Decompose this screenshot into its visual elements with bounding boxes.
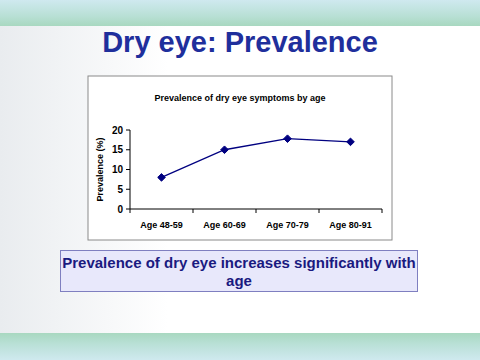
top-band [0, 0, 480, 26]
caption: Prevalence of dry eye increases signific… [60, 250, 418, 292]
x-tick [319, 209, 320, 213]
x-tick-label: Age 80-91 [329, 220, 372, 230]
slide-title: Dry eye: Prevalence [0, 26, 480, 59]
data-point [347, 138, 355, 146]
chart-frame [88, 76, 392, 240]
x-tick [256, 209, 257, 213]
y-axis-label: Prevalence (%) [95, 137, 105, 201]
y-tick-label: 0 [117, 204, 123, 215]
y-tick [126, 209, 130, 210]
x-tick-label: Age 48-59 [140, 220, 183, 230]
data-point [284, 135, 292, 143]
chart-title: Prevalence of dry eye symptoms by age [154, 93, 325, 103]
y-tick [126, 169, 130, 170]
y-tick [126, 189, 130, 190]
x-tick [193, 209, 194, 213]
y-tick-label: 10 [112, 164, 124, 175]
y-tick-label: 15 [112, 144, 124, 155]
chart: Prevalence of dry eye symptoms by age Pre… [0, 0, 480, 360]
data-line [162, 139, 351, 178]
x-tick [130, 209, 131, 213]
y-tick [126, 149, 130, 150]
x-tick-label: Age 60-69 [203, 220, 246, 230]
data-point [158, 174, 166, 182]
x-tick [382, 209, 383, 213]
series-group [158, 135, 355, 181]
bottom-band [0, 333, 480, 360]
y-tick-label: 5 [117, 184, 123, 195]
y-axis [130, 130, 131, 209]
y-tick [126, 130, 130, 131]
y-tick-label: 20 [112, 125, 124, 136]
data-point [221, 146, 229, 154]
x-tick-label: Age 70-79 [266, 220, 309, 230]
